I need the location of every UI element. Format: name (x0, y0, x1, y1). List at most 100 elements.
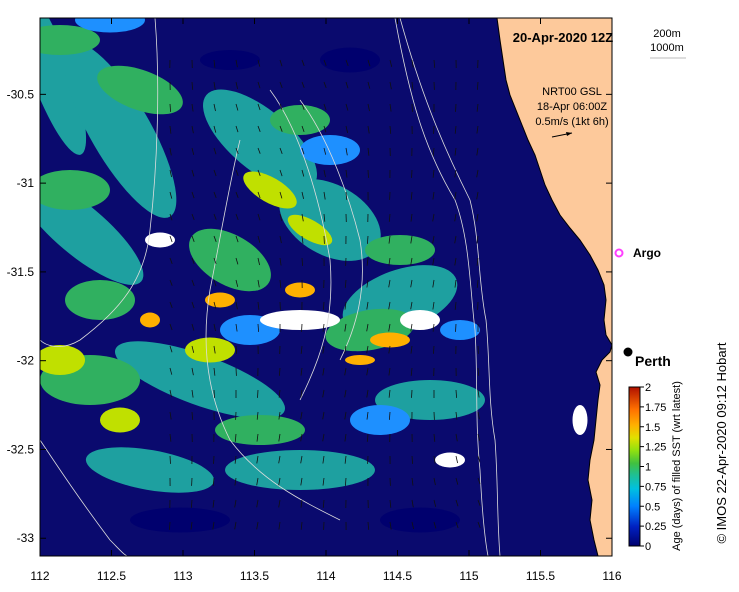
current-vector (389, 521, 392, 530)
current-vector (344, 367, 347, 376)
sst-patch (279, 179, 381, 261)
current-vector (366, 323, 369, 332)
sst-patch (40, 18, 87, 155)
current-vector (433, 521, 437, 529)
current-vector (344, 389, 347, 398)
current-vector (257, 323, 259, 332)
x-tick-label: 112.5 (97, 569, 126, 583)
current-vector (389, 59, 393, 67)
current-vector (235, 257, 239, 265)
current-vector (323, 147, 327, 155)
current-vector (476, 125, 479, 134)
current-vector (345, 59, 349, 67)
current-vector (279, 147, 283, 154)
current-vector (367, 521, 370, 530)
current-vector (323, 191, 326, 200)
colorbar (628, 386, 641, 547)
current-vector (388, 367, 391, 376)
current-vector (389, 103, 392, 112)
current-vector (411, 455, 413, 464)
current-vector (454, 235, 457, 244)
current-vector (433, 455, 436, 464)
current-vector (279, 169, 283, 177)
sst-patch (130, 507, 230, 533)
argo-label: Argo (633, 246, 661, 260)
current-vector (191, 125, 194, 134)
current-vector (366, 279, 369, 288)
sst-patch (350, 405, 410, 435)
current-vector (256, 477, 259, 486)
map-plot-area (40, 18, 612, 556)
colorbar-tick-label: 1.75 (645, 402, 666, 414)
sst-patch (200, 50, 260, 70)
current-vector (234, 477, 237, 486)
current-vector (191, 81, 194, 90)
sst-patch (145, 232, 175, 248)
current-vector (454, 257, 457, 266)
sst-patch (380, 507, 460, 533)
sst-patches (40, 18, 588, 533)
current-vector (256, 499, 259, 508)
current-vector (477, 389, 480, 398)
current-vector (279, 103, 283, 110)
current-vector (300, 499, 303, 508)
sst-patch (320, 47, 380, 73)
sst-patch (370, 332, 410, 348)
current-vector (235, 345, 238, 354)
current-vector (235, 169, 239, 176)
current-vector (477, 521, 481, 528)
current-vector (169, 455, 171, 464)
current-vector (344, 323, 347, 332)
current-vector (279, 213, 283, 221)
current-vector (213, 191, 217, 198)
current-vector (213, 235, 217, 242)
current-vector (455, 433, 458, 442)
current-vector (388, 257, 391, 266)
current-vector (477, 367, 480, 376)
current-vector (212, 521, 215, 530)
x-tick-label: 112 (30, 569, 49, 583)
sst-patch (97, 65, 183, 115)
current-vector (344, 279, 347, 288)
current-vector (454, 279, 457, 288)
current-vector (476, 169, 479, 178)
current-vector (212, 477, 215, 486)
y-tick-label: -31 (17, 176, 35, 190)
current-vector (213, 59, 216, 68)
current-vector (169, 433, 172, 442)
current-vector (410, 301, 413, 310)
sst-patch (75, 18, 145, 33)
current-vector (344, 455, 347, 464)
current-vector (169, 235, 173, 243)
colorbar-tick-label: 1.5 (645, 422, 660, 434)
current-vector (432, 323, 435, 332)
current-vector (169, 125, 172, 134)
current-vector (301, 125, 305, 133)
current-vector (279, 59, 283, 67)
x-tick-label: 115.5 (526, 569, 555, 583)
current-vector (191, 345, 195, 353)
sst-patch (203, 89, 317, 191)
current-time-label: 18-Apr 06:00Z (537, 101, 608, 113)
current-vector (411, 103, 413, 112)
current-vector (257, 301, 260, 310)
current-vector (278, 433, 281, 442)
sst-patch (365, 235, 435, 265)
current-vector (213, 301, 217, 309)
colorbar-tick-label: 0.25 (645, 521, 666, 533)
isobath-label-1000m: 1000m (650, 42, 684, 54)
current-vector (190, 521, 193, 530)
current-vector (301, 169, 305, 177)
current-vector (455, 103, 457, 112)
scale-arrow-icon (551, 132, 573, 138)
current-vector (322, 389, 325, 398)
current-vector (191, 213, 195, 221)
current-vector (454, 169, 457, 178)
current-vector (389, 81, 392, 90)
colorbar-tick-label: 1.25 (645, 442, 666, 454)
current-vector (367, 81, 371, 89)
current-vector (366, 301, 369, 310)
current-vector (322, 367, 325, 376)
current-vectors (169, 59, 481, 531)
current-vector (366, 389, 369, 398)
